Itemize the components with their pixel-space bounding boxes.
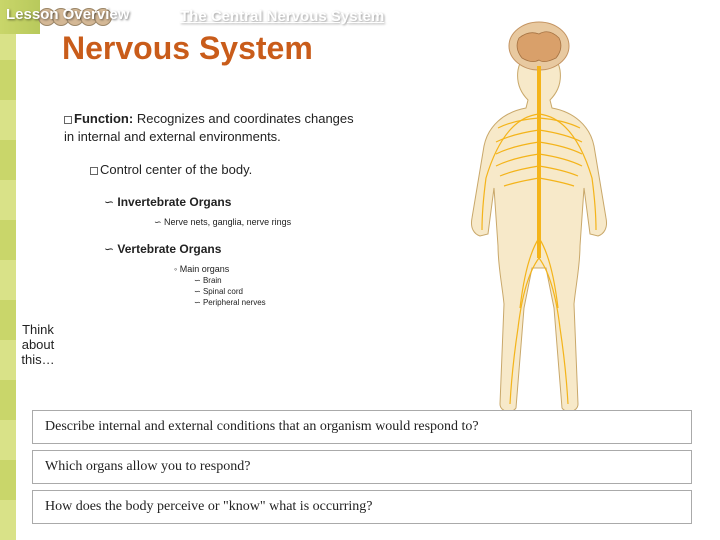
questions-block: Describe internal and external condition… — [32, 410, 692, 530]
vertebrate-heading: Vertebrate Organs — [104, 242, 364, 256]
anatomy-diagram — [394, 8, 684, 428]
vert-item: Brain — [194, 276, 364, 285]
body-content: Function: Recognizes and coordinates cha… — [64, 110, 364, 309]
lesson-title: The Central Nervous System — [180, 8, 384, 25]
think-about-this: Think about this… — [14, 322, 62, 367]
think-l3: this… — [14, 352, 62, 367]
question-row: How does the body perceive or "know" wha… — [32, 490, 692, 524]
control-text: Control center of the body. — [100, 162, 252, 177]
square-bullet-icon — [64, 116, 72, 124]
think-l2: about — [14, 337, 62, 352]
square-bullet-icon — [90, 167, 98, 175]
invertebrate-sub: Nerve nets, ganglia, nerve rings — [154, 217, 364, 228]
vert-item: Peripheral nerves — [194, 298, 364, 307]
question-row: Describe internal and external condition… — [32, 410, 692, 444]
left-accent-bar — [0, 34, 16, 540]
function-block: Function: Recognizes and coordinates cha… — [64, 110, 364, 146]
lesson-overview-label: Lesson Overview — [6, 6, 129, 23]
think-l1: Think — [14, 322, 62, 337]
question-row: Which organs allow you to respond? — [32, 450, 692, 484]
page-title: Nervous System — [62, 30, 313, 67]
function-label: Function: — [74, 111, 133, 126]
control-line: Control center of the body. — [90, 162, 364, 177]
invertebrate-heading: Invertebrate Organs — [104, 195, 364, 209]
vert-item: Spinal cord — [194, 287, 364, 296]
vertebrate-main: Main organs — [174, 264, 364, 274]
